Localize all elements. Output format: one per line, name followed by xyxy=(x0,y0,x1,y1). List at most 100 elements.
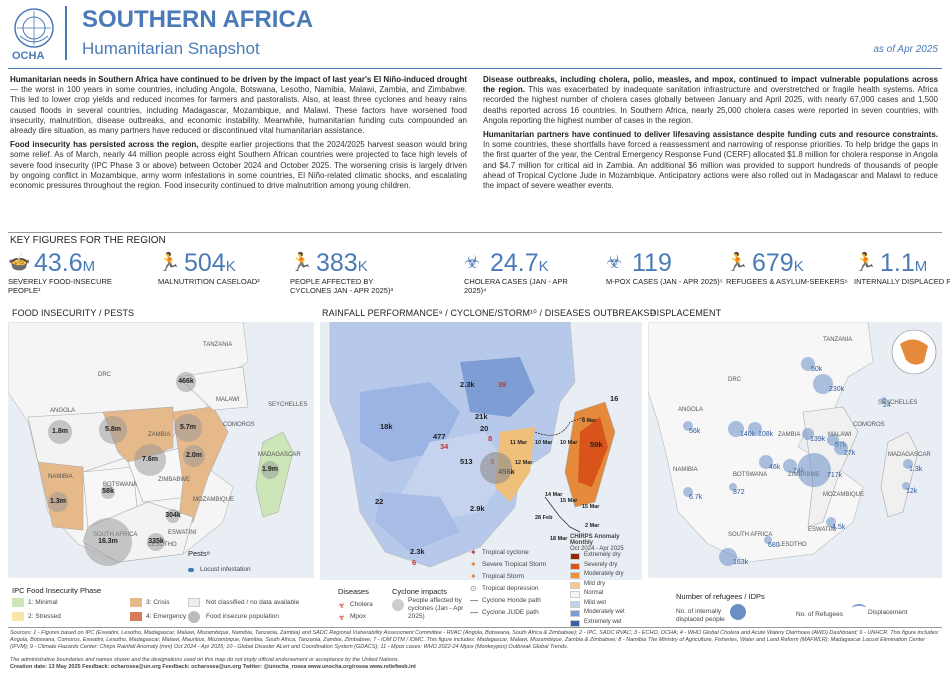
chirps-swatch xyxy=(570,610,580,617)
food-insecure-value: 304k xyxy=(165,512,181,519)
cyclone-date-label: 12 Mar xyxy=(515,460,533,466)
chirps-label: Normal xyxy=(584,590,604,596)
key-figures-title: KEY FIGURES FOR THE REGION xyxy=(10,235,166,246)
biohazard-icon: ☣ xyxy=(606,252,623,272)
food-insecure-value: 1.3m xyxy=(50,498,66,505)
food-insecure-bubble xyxy=(166,509,180,523)
chirps-item: Extremely wet xyxy=(570,619,640,629)
displacement-legend-label: Displacement xyxy=(868,609,908,616)
displacement-country-label: TANZANIA xyxy=(823,337,853,343)
country-label: MADAGASCAR xyxy=(258,452,301,458)
chirps-swatch xyxy=(570,600,580,608)
displacement-bubble xyxy=(834,441,848,455)
displacement-country-label: NAMIBIA xyxy=(673,467,698,473)
chirps-label: Moderately wet xyxy=(584,609,625,615)
food-insecure-bubble xyxy=(147,533,165,551)
intro-left: Humanitarian needs in Southern Africa ha… xyxy=(10,75,467,191)
storm-legend-icon: ✦ xyxy=(470,560,477,569)
food-insecure-bubble xyxy=(48,420,72,444)
chirps-label: Severely dry xyxy=(584,561,618,568)
food-insecure-value: 466k xyxy=(178,378,194,385)
cyclone-date-label: 2 Mar xyxy=(585,523,600,529)
storm-legend-label: Cyclone JUDE path xyxy=(482,609,539,616)
chirps-swatch xyxy=(570,581,580,589)
ocha-logo: OCHA xyxy=(10,6,58,64)
footer-sources: Sources: 1 - Figures based on IPC (Eswat… xyxy=(10,630,940,650)
displacement-bubble xyxy=(728,421,744,437)
country-label: ZIMBABWE xyxy=(158,477,191,483)
kf-label: SEVERELY FOOD-INSECURE PEOPLE¹ xyxy=(8,277,112,295)
food-insecure-value: 58k xyxy=(102,488,114,495)
displacement-map-title: DISPLACEMENT xyxy=(650,308,722,318)
cyclone-date-label: 10 Mar xyxy=(560,440,578,446)
locust-label: Locust infestation xyxy=(200,566,251,573)
cyclone-date-label: 15 Mar xyxy=(560,498,578,504)
chirps-subtitle: Oct 2024 - Apr 2025 xyxy=(570,546,624,552)
org-name: OCHA xyxy=(12,50,45,62)
displacement-value: 50k xyxy=(811,366,823,373)
cholera-label: Cholera xyxy=(350,601,373,608)
kf-label: CHOLERA CASES (JAN - APR 2025)⁴ xyxy=(464,277,568,295)
displacement-bubble xyxy=(903,459,913,469)
snapshot-date: as of Apr 2025 xyxy=(873,44,938,55)
ipc-phase-swatch xyxy=(130,612,142,621)
refugee-icon: 🏃 xyxy=(726,252,749,272)
country-label: TANZANIA xyxy=(203,342,233,348)
storm-legend: ✦ Tropical cyclone ✦ Severe Tropical Storm ✦… xyxy=(470,548,570,628)
displacement-country-label: MADAGASCAR xyxy=(888,452,931,458)
footer-disclaimer: The administrative boundaries and names … xyxy=(10,657,400,663)
outbreak-count: 513 xyxy=(460,457,473,466)
header-divider xyxy=(65,6,67,60)
outbreak-count: 59k xyxy=(590,440,603,449)
displacement-value: 12k xyxy=(906,488,918,495)
outbreak-count: 16 xyxy=(610,394,619,403)
ipc-phase-label: 3: Crisis xyxy=(146,599,170,606)
header-rule xyxy=(8,68,942,69)
chirps-item: Mild wet xyxy=(570,600,640,610)
chirps-label: Extremely dry xyxy=(584,552,621,558)
chirps-legend: CHIRPS Anomaly Monthly Oct 2024 - Apr 20… xyxy=(570,534,640,634)
displacement-value: 46k xyxy=(769,464,781,471)
storm-legend-icon: — xyxy=(470,608,478,617)
mpox-label: Mpox xyxy=(350,613,366,620)
country-label: ZAMBIA xyxy=(148,432,171,438)
food-insecure-bubble xyxy=(99,416,127,444)
outbreak-count: 2.3k xyxy=(460,380,475,389)
food-insecurity-map: DRC ANGOLA ZAMBIA MALAWI NAMIBIA BOTSWANA ZIMB… xyxy=(8,322,314,578)
chirps-item: Moderately dry xyxy=(570,571,640,581)
cyclone-people-icon: 🏃 xyxy=(290,252,313,272)
kf-unit: M xyxy=(82,258,96,275)
cholera-icon: ☣ xyxy=(338,601,346,610)
page-title: SOUTHERN AFRICA xyxy=(82,6,314,33)
kf-rule xyxy=(8,232,942,233)
outbreak-count: 18k xyxy=(380,422,393,431)
cyclone-date-label: 8 Mar xyxy=(582,418,597,424)
chirps-swatch xyxy=(570,619,580,627)
intro-p4-text: In some countries, these shortfalls have… xyxy=(483,140,938,191)
refugees-legend-label: No. of Refugees xyxy=(796,611,843,618)
kf-value: 383K xyxy=(316,250,368,280)
kf-number: 1.1 xyxy=(880,249,915,277)
not-classified-label: Not classified / no data available xyxy=(206,599,300,606)
chirps-label: Mild dry xyxy=(584,580,606,587)
outbreak-count: 2.3k xyxy=(410,547,425,556)
key-figures-row: 🍲 43.6M SEVERELY FOOD-INSECURE PEOPLE¹ 🏃 504… xyxy=(8,249,950,302)
people-affected-label: People affected by cyclones (Jan - Apr 2… xyxy=(408,597,464,620)
food-insecure-value: 1.9m xyxy=(262,466,278,473)
food-insecure-value: 5.7m xyxy=(180,424,196,431)
country-label: SEYCHELLES xyxy=(268,402,308,408)
food-insecure-value: 335k xyxy=(148,538,164,545)
chirps-title: CHIRPS Anomaly Monthly xyxy=(570,534,620,546)
country-label: ESWATINI xyxy=(168,530,197,536)
ipc-phase-label: 2: Stressed xyxy=(28,613,61,620)
chirps-item: Extremely dry xyxy=(570,552,640,562)
food-insecure-value: 5.8m xyxy=(105,426,121,433)
displacement-bubble xyxy=(783,459,797,473)
idp-icon: 🏃 xyxy=(854,252,877,272)
storm-legend-icon: ⊙ xyxy=(470,584,477,593)
displacement-country-label: MALAWI xyxy=(828,432,852,438)
outbreak-count: 477 xyxy=(433,432,446,441)
chirps-item: Normal xyxy=(570,590,640,600)
outbreak-count: 20 xyxy=(480,424,489,433)
cyclone-date-label: 14 Mar xyxy=(545,492,563,498)
